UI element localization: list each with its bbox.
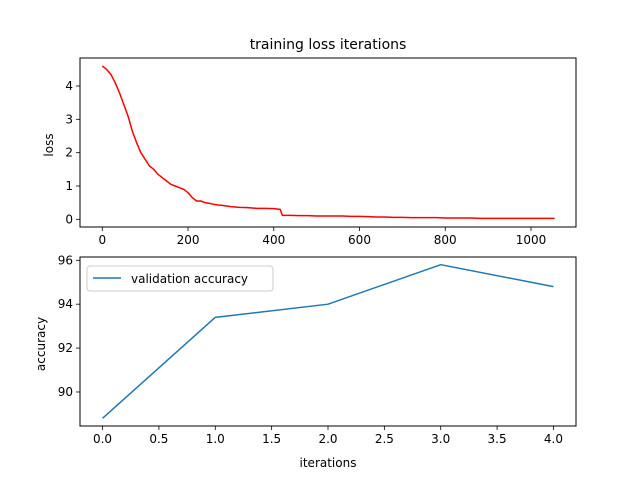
y-tick-label: 92 <box>58 341 73 355</box>
x-ticks: 0 200 400 600 800 1000 <box>98 227 546 247</box>
x-tick-label: 1.5 <box>262 432 281 446</box>
series-line-0 <box>102 263 554 419</box>
x-tick-label: 2.0 <box>318 432 337 446</box>
legend-entry-label: validation accuracy <box>131 272 248 286</box>
x-tick-label: 2.5 <box>375 432 394 446</box>
y-ticks: 0 1 2 3 4 <box>65 79 80 226</box>
y-tick-label: 3 <box>65 112 73 126</box>
x-tick-label: 3.0 <box>431 432 450 446</box>
training-loss-chart: training loss iterations 0 200 400 600 800 10… <box>42 37 577 247</box>
y-ticks: 90 92 94 96 <box>58 253 80 399</box>
y-axis-label: loss <box>42 133 56 156</box>
x-tick-label: 1.0 <box>206 432 225 446</box>
legend-box <box>86 265 274 292</box>
y-tick-label: 90 <box>58 385 73 399</box>
x-tick-label: 200 <box>177 233 200 247</box>
series-group <box>101 65 555 220</box>
plot-area-frame <box>79 256 577 427</box>
chart-title: training loss iterations <box>250 37 407 53</box>
x-tick-label: 600 <box>348 233 371 247</box>
x-tick-label: 0.0 <box>93 432 112 446</box>
y-tick-label: 1 <box>65 179 73 193</box>
y-tick-label: 4 <box>65 79 73 93</box>
x-tick-label: 3.5 <box>488 432 507 446</box>
plot-area-frame <box>79 57 577 228</box>
validation-accuracy-chart: 0.0 0.5 1.0 1.5 2.0 2.5 3.0 3.5 4.0 90 92 94 96 ite… <box>34 253 577 470</box>
y-tick-label: 94 <box>58 297 73 311</box>
x-tick-label: 0 <box>98 233 106 247</box>
x-tick-label: 1000 <box>516 233 547 247</box>
y-tick-label: 0 <box>65 212 73 226</box>
x-tick-label: 400 <box>262 233 285 247</box>
x-axis-label: iterations <box>300 456 357 470</box>
y-tick-label: 2 <box>65 146 73 160</box>
x-tick-label: 4.0 <box>544 432 563 446</box>
x-tick-label: 0.5 <box>149 432 168 446</box>
x-tick-label: 800 <box>434 233 457 247</box>
series-line-0 <box>101 65 555 220</box>
legend: validation accuracy <box>86 265 274 292</box>
y-tick-label: 96 <box>58 253 73 267</box>
x-ticks: 0.0 0.5 1.0 1.5 2.0 2.5 3.0 3.5 4.0 <box>93 426 563 446</box>
series-group <box>102 263 554 419</box>
y-axis-label: accuracy <box>34 317 48 371</box>
